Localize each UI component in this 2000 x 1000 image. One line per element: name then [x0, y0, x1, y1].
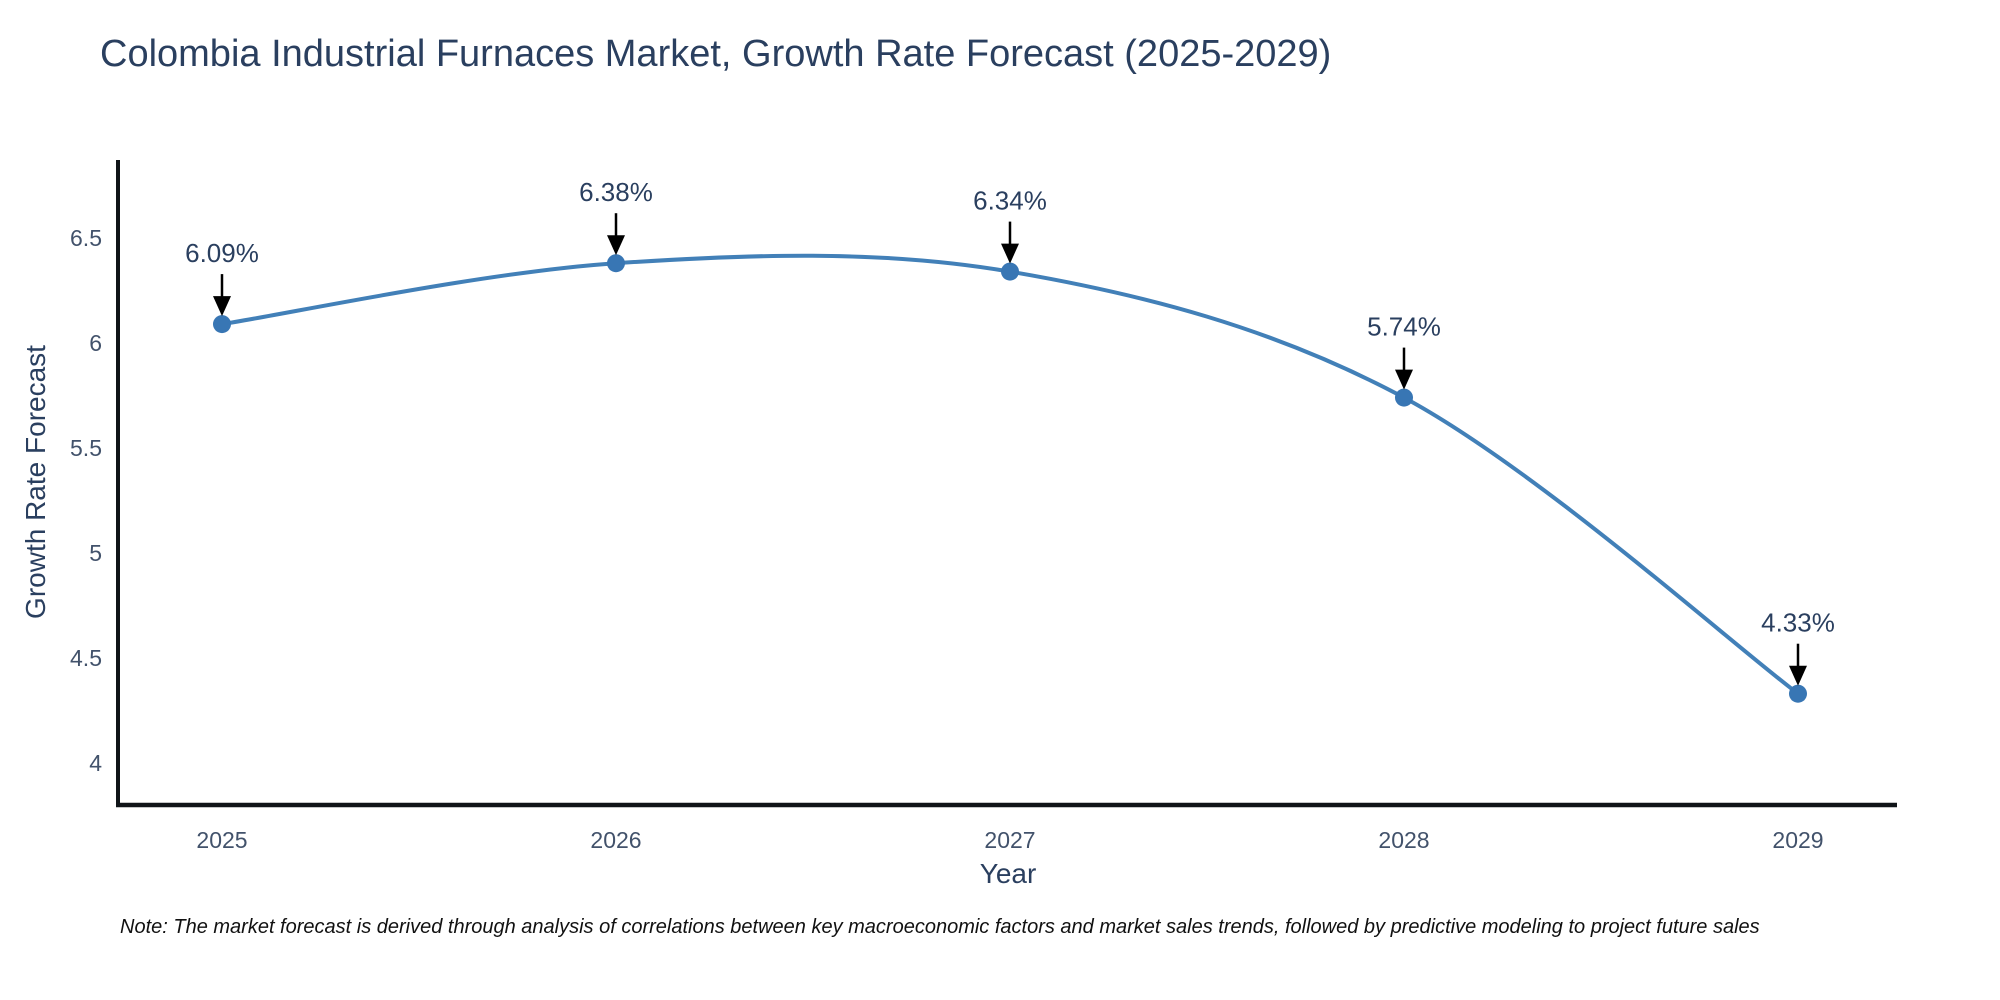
growth-line: [220, 253, 1800, 696]
data-point-marker: [1001, 262, 1019, 281]
chart-title: Colombia Industrial Furnaces Market, Gro…: [100, 33, 1332, 75]
x-axis-title: Year: [979, 858, 1037, 889]
annotation-arrowhead: [1789, 665, 1807, 686]
y-tick-label: 5.5: [70, 435, 102, 461]
tick-labels: 4 4.5 5 5.5 6 6.5 2025 2026 2027 2028 2029: [70, 225, 1824, 853]
y-axis-title: Growth Rate Forecast: [20, 345, 51, 619]
annotation-arrowhead: [1001, 243, 1019, 264]
annotation-arrowhead: [1395, 369, 1413, 390]
annotation-arrowhead: [213, 296, 231, 317]
y-tick-label: 4.5: [70, 645, 102, 671]
axes: [116, 160, 1897, 808]
x-tick-label: 2025: [196, 827, 247, 853]
x-tick-label: 2028: [1378, 827, 1429, 853]
y-tick-label: 4: [89, 750, 102, 776]
footnote: Note: The market forecast is derived thr…: [120, 916, 1760, 938]
y-tick-label: 6.5: [70, 225, 102, 251]
data-point-marker: [1789, 684, 1807, 703]
data-point-marker: [213, 315, 231, 334]
data-point-marker: [1395, 388, 1413, 407]
data-point-label: 6.38%: [579, 177, 653, 207]
annotations: 6.09% 6.38% 6.34% 5.74% 4.33%: [185, 177, 1835, 686]
x-tick-label: 2029: [1772, 827, 1823, 853]
y-tick-label: 5: [89, 540, 102, 566]
data-point-marker: [607, 254, 625, 273]
x-tick-label: 2026: [590, 827, 641, 853]
data-point-label: 6.09%: [185, 238, 259, 268]
data-point-label: 5.74%: [1367, 312, 1441, 342]
x-tick-label: 2027: [984, 827, 1035, 853]
y-tick-label: 6: [89, 330, 102, 356]
data-point-label: 4.33%: [1761, 608, 1835, 638]
line-series: [213, 253, 1807, 703]
annotation-arrowhead: [607, 235, 625, 256]
data-point-label: 6.34%: [973, 186, 1047, 216]
